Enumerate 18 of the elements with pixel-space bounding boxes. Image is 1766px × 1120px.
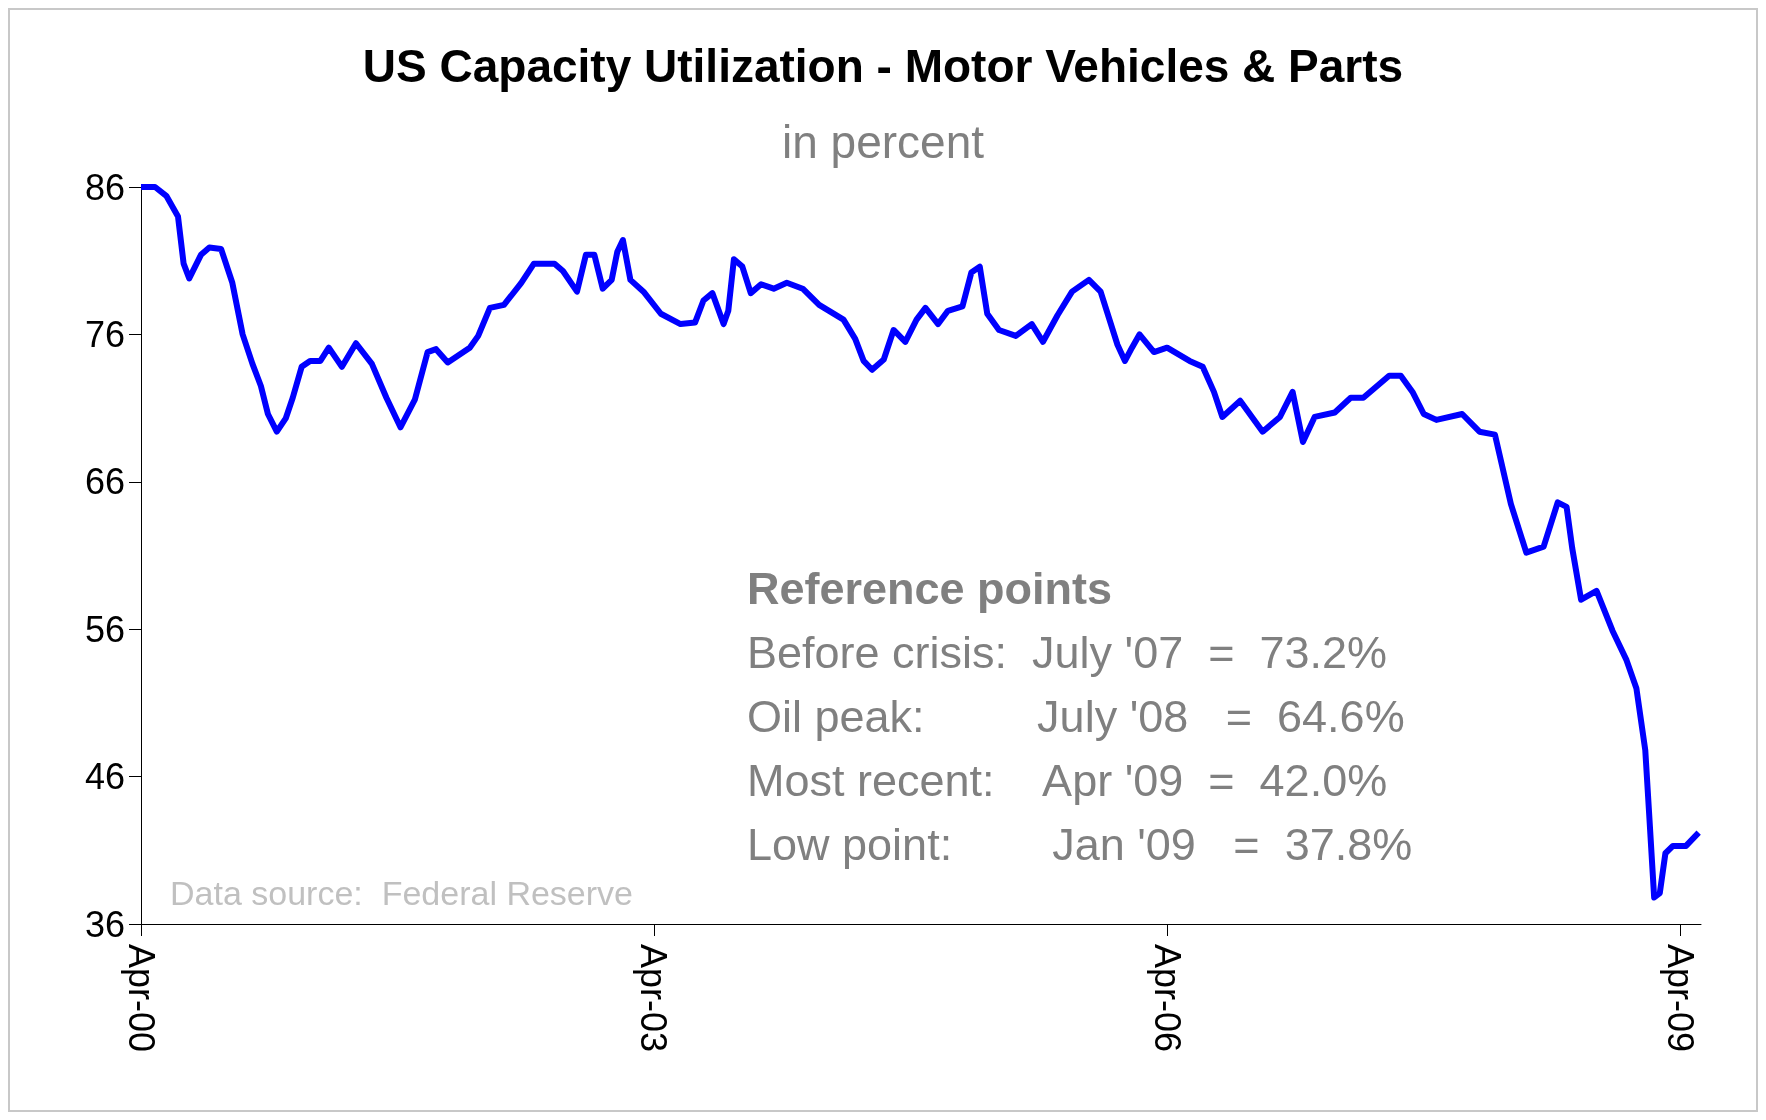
- y-tick-label: 46: [84, 756, 125, 798]
- annotation: Low point: Jan '09 = 37.8%: [747, 819, 1413, 870]
- annotation: Before crisis: July '07 = 73.2%: [747, 627, 1388, 678]
- y-tick-label: 86: [84, 166, 125, 208]
- chart-subtitle: in percent: [781, 116, 985, 168]
- annotation: Data source: Federal Reserve: [170, 874, 633, 912]
- y-tick-label: 56: [84, 608, 125, 650]
- y-tick-label: 36: [84, 903, 125, 945]
- x-tick-label: Apr-00: [120, 944, 162, 1053]
- x-tick-label: Apr-06: [1146, 944, 1188, 1053]
- annotation: Most recent: Apr '09 = 42.0%: [747, 755, 1388, 806]
- y-tick-label: 66: [84, 461, 125, 503]
- chart-title: US Capacity Utilization - Motor Vehicles & Parts: [362, 40, 1404, 92]
- x-tick-label: Apr-09: [1659, 944, 1701, 1053]
- y-tick-label: 76: [84, 313, 125, 355]
- x-tick-label: Apr-03: [633, 944, 675, 1053]
- annotation: Oil peak: July '08 = 64.6%: [747, 691, 1405, 742]
- annotation: Reference points: [747, 563, 1113, 614]
